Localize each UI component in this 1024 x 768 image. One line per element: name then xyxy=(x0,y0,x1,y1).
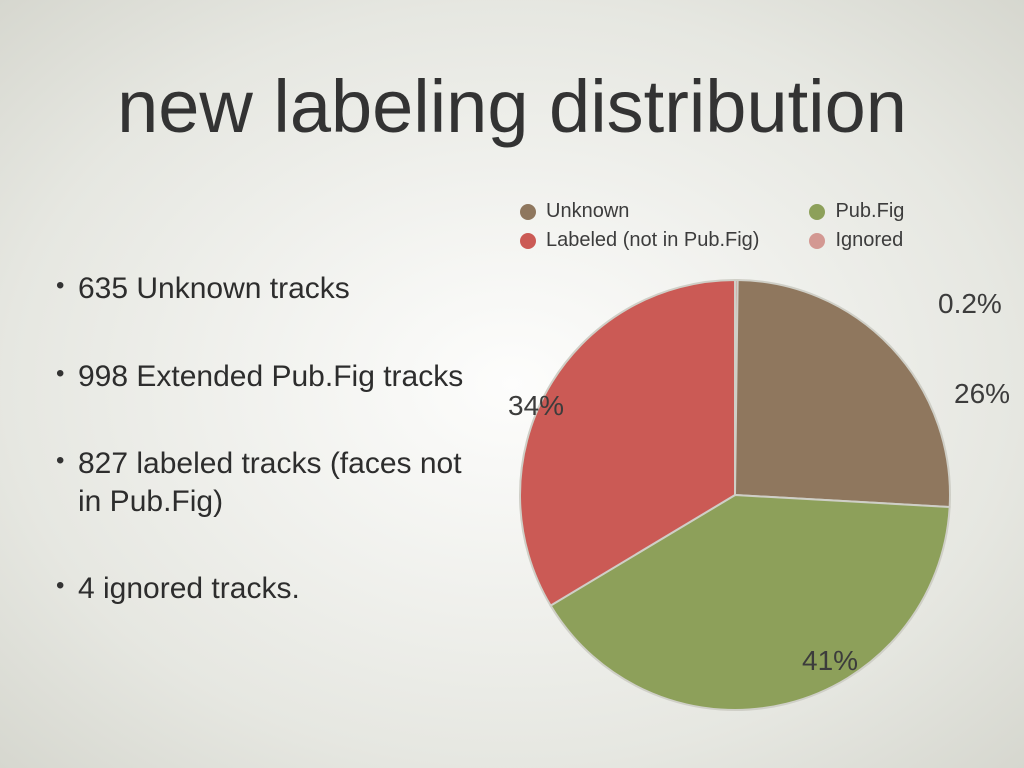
pie-slice xyxy=(735,280,950,507)
bullet-item: 827 labeled tracks (faces not in Pub.Fig… xyxy=(50,445,490,520)
legend-item: Pub.Fig xyxy=(809,200,904,223)
pie-slice-label: 0.2% xyxy=(938,288,1002,320)
legend-swatch-icon xyxy=(520,204,536,220)
legend-item: Ignored xyxy=(809,229,904,252)
legend-label: Ignored xyxy=(835,229,903,252)
legend-swatch-icon xyxy=(809,233,825,249)
bullet-list: 635 Unknown tracks 998 Extended Pub.Fig … xyxy=(50,270,490,658)
bullet-item: 635 Unknown tracks xyxy=(50,270,490,308)
legend-label: Pub.Fig xyxy=(835,200,904,223)
legend-label: Labeled (not in Pub.Fig) xyxy=(546,229,759,252)
pie-slice-label: 26% xyxy=(954,378,1010,410)
bullet-item: 998 Extended Pub.Fig tracks xyxy=(50,358,490,396)
legend-col-left: Unknown Labeled (not in Pub.Fig) xyxy=(520,200,759,252)
legend-swatch-icon xyxy=(809,204,825,220)
legend-swatch-icon xyxy=(520,233,536,249)
legend-label: Unknown xyxy=(546,200,629,223)
legend-item: Labeled (not in Pub.Fig) xyxy=(520,229,759,252)
slide-title: new labeling distribution xyxy=(0,64,1024,149)
legend-col-right: Pub.Fig Ignored xyxy=(809,200,904,252)
chart-legend: Unknown Labeled (not in Pub.Fig) Pub.Fig… xyxy=(520,200,980,252)
pie-slice-label: 41% xyxy=(802,645,858,677)
bullet-item: 4 ignored tracks. xyxy=(50,570,490,608)
pie-slice-label: 34% xyxy=(508,390,564,422)
legend-item: Unknown xyxy=(520,200,759,223)
pie-chart: 0.2% 26% 41% 34% xyxy=(500,260,1010,740)
